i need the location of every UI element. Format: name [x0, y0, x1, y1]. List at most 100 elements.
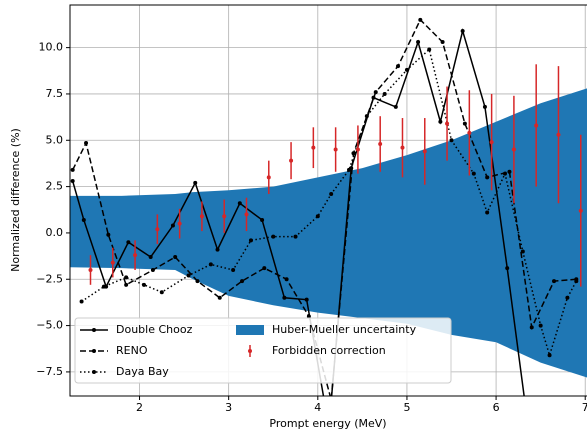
marker	[159, 290, 164, 295]
error-point	[199, 214, 204, 219]
marker	[382, 91, 387, 96]
error-point	[266, 175, 271, 180]
error-point	[177, 221, 182, 226]
marker	[449, 138, 454, 143]
marker	[106, 232, 111, 237]
error-point	[244, 212, 249, 217]
legend-marker	[92, 349, 96, 353]
legend-label: Forbidden correction	[272, 344, 386, 357]
legend-marker	[92, 328, 96, 332]
error-point	[289, 158, 294, 163]
legend-marker	[248, 349, 252, 353]
error-point	[378, 141, 383, 146]
marker	[552, 279, 557, 284]
marker	[427, 47, 432, 52]
error-point	[422, 149, 427, 154]
x-axis-label: Prompt energy (MeV)	[269, 417, 386, 430]
y-tick-label: 10.0	[39, 41, 64, 54]
marker	[186, 273, 191, 278]
legend-box	[74, 317, 452, 384]
y-tick-label: 7.5	[46, 87, 64, 100]
marker	[460, 28, 465, 33]
marker	[124, 282, 129, 287]
marker	[404, 67, 409, 72]
x-tick-label: 3	[225, 401, 232, 414]
marker	[364, 114, 369, 119]
marker	[282, 295, 287, 300]
marker	[248, 238, 253, 243]
marker	[237, 201, 242, 206]
marker	[284, 277, 289, 282]
marker	[329, 398, 333, 402]
marker	[462, 121, 467, 126]
marker	[81, 217, 86, 222]
x-tick-label: 5	[403, 401, 410, 414]
marker	[574, 279, 579, 284]
error-point	[333, 147, 338, 152]
plot-area	[70, 17, 587, 402]
y-tick-label: 5.0	[46, 133, 64, 146]
error-point	[110, 260, 115, 265]
y-tick-label: −7.5	[36, 365, 63, 378]
error-point	[445, 121, 450, 126]
legend-label: RENO	[116, 344, 148, 357]
legend-marker	[92, 370, 96, 374]
marker	[150, 267, 155, 272]
x-tick-label: 4	[314, 401, 321, 414]
error-point	[534, 123, 539, 128]
marker	[505, 266, 510, 271]
marker	[70, 167, 75, 172]
line	[81, 48, 577, 358]
legend-label: Daya Bay	[116, 365, 169, 378]
marker	[170, 223, 175, 228]
marker	[485, 175, 490, 180]
x-tick-label: 2	[136, 401, 143, 414]
x-tick-label: 6	[493, 401, 500, 414]
error-point	[355, 147, 360, 152]
y-tick-label: −5.0	[36, 319, 63, 332]
marker	[393, 104, 398, 109]
marker	[141, 282, 146, 287]
error-point	[578, 208, 583, 213]
marker	[306, 314, 311, 319]
marker	[329, 192, 334, 197]
error-point	[489, 140, 494, 145]
error-point	[556, 132, 561, 137]
x-tick-label: 7	[582, 401, 587, 414]
marker	[271, 234, 276, 239]
marker	[547, 353, 552, 358]
marker	[79, 299, 84, 304]
marker	[195, 279, 200, 284]
marker	[215, 247, 220, 252]
marker	[124, 275, 129, 280]
uncertainty-band	[70, 88, 587, 378]
y-tick-label: 0.0	[46, 226, 64, 239]
error-point	[511, 147, 516, 152]
marker	[396, 64, 401, 69]
marker	[529, 325, 534, 330]
marker	[84, 141, 89, 146]
marker	[507, 169, 512, 174]
y-tick-label: −2.5	[36, 272, 63, 285]
axes-frame	[69, 4, 587, 397]
legend: Double Chooz RENO Daya Bay Huber-Mueller un…	[74, 317, 452, 384]
error-point	[222, 214, 227, 219]
marker	[373, 90, 378, 95]
legend-label: Huber-Mueller uncertainty	[272, 323, 417, 336]
marker	[418, 17, 423, 22]
marker	[148, 255, 153, 260]
marker	[502, 171, 507, 176]
marker	[240, 279, 245, 284]
y-tick-label: 2.5	[46, 180, 64, 193]
marker	[485, 210, 490, 215]
error-point	[155, 227, 160, 232]
marker	[231, 267, 236, 272]
marker	[304, 297, 309, 302]
marker	[347, 167, 352, 172]
y-axis-label: Normalized difference (%)	[9, 128, 22, 272]
marker	[471, 171, 476, 176]
marker	[565, 295, 570, 300]
marker	[260, 217, 265, 222]
marker	[520, 249, 525, 254]
